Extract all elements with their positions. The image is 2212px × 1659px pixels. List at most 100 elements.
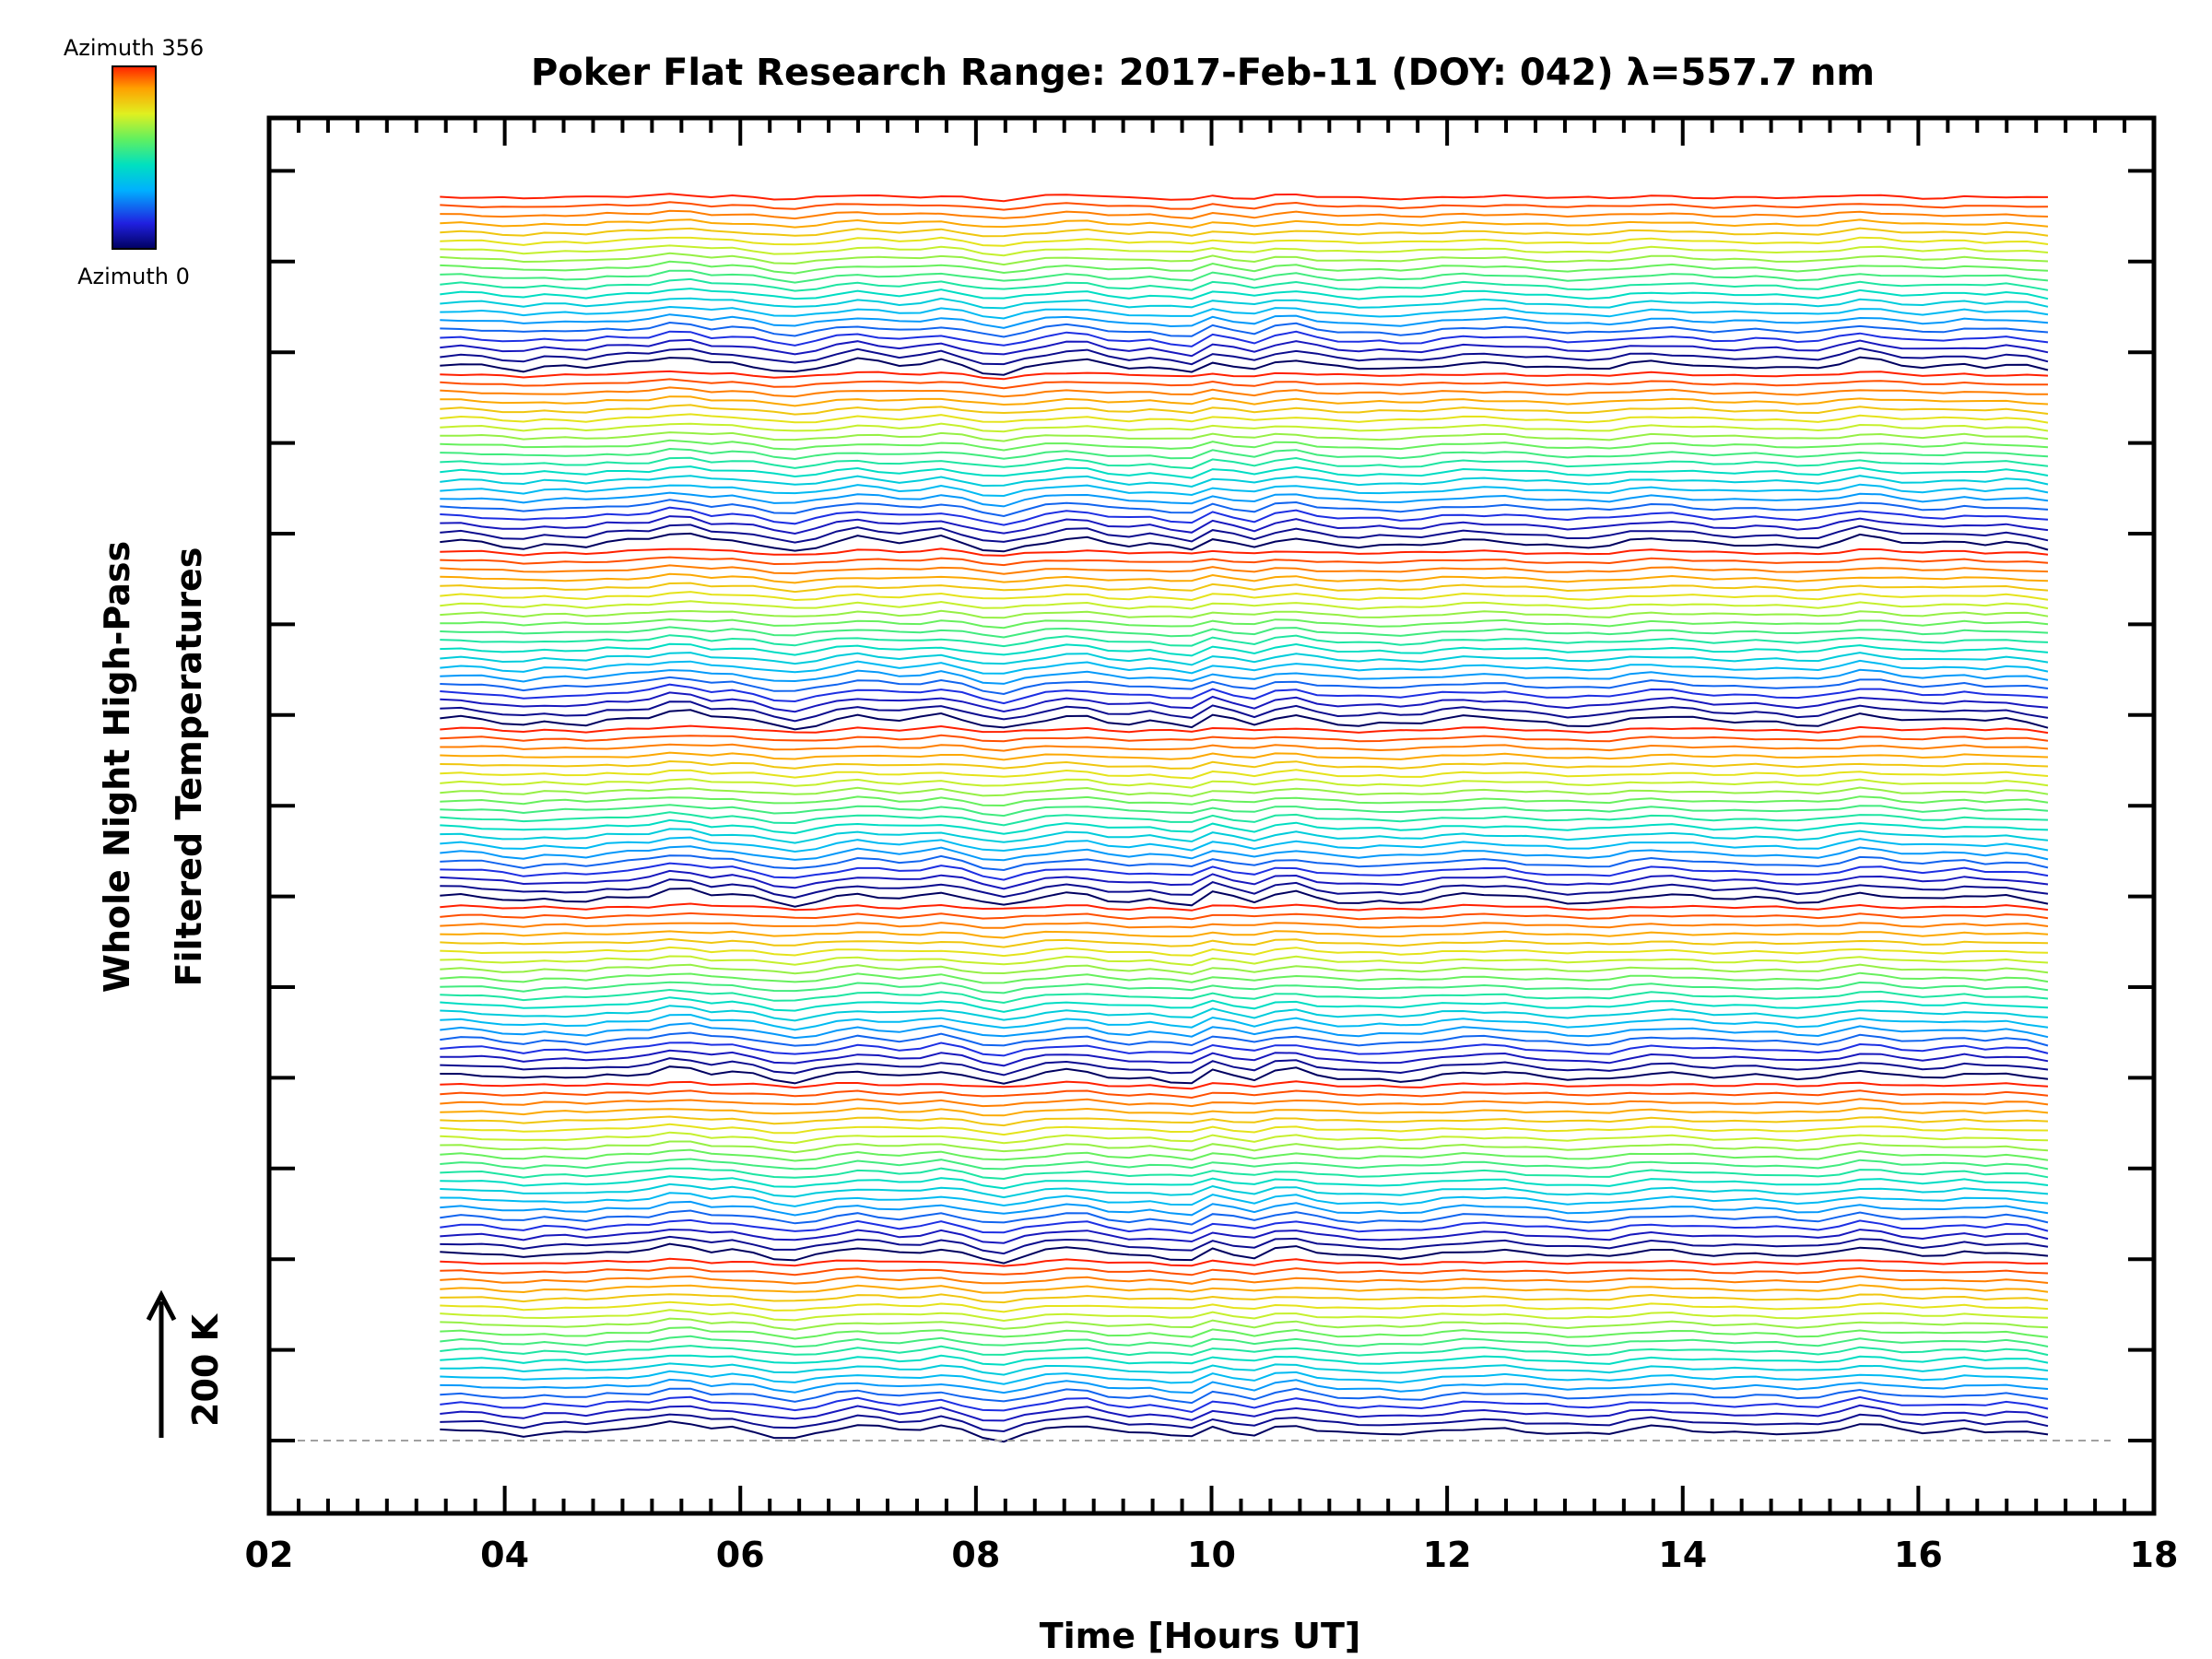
series-line: [440, 413, 2049, 424]
scale-bar-label: 200 K: [185, 1312, 226, 1427]
series-line: [440, 902, 2049, 912]
x-tick-label: 06: [716, 1535, 765, 1575]
series-line: [440, 1041, 2049, 1057]
series-line: [440, 260, 2049, 275]
series-line: [440, 564, 2049, 575]
series-line: [440, 218, 2049, 229]
series-line: [440, 1065, 2049, 1085]
series-line: [440, 456, 2049, 470]
series-line: [440, 1089, 2049, 1100]
y-axis-label-line2: Filtered Temperatures: [169, 547, 209, 987]
series-line: [440, 659, 2049, 675]
series-line: [440, 937, 2049, 948]
series-line: [440, 1013, 2049, 1031]
series-line: [440, 1123, 2049, 1136]
series-line: [440, 1300, 2049, 1313]
series-line: [440, 277, 2049, 292]
series-line: [440, 1218, 2049, 1235]
series-line: [440, 297, 2049, 310]
series-line: [440, 700, 2049, 723]
series-line: [440, 1209, 2049, 1226]
series-line: [440, 582, 2049, 594]
series-line: [440, 591, 2049, 602]
series-line: [440, 1309, 2049, 1323]
series-line: [440, 1022, 2049, 1040]
series-line: [440, 330, 2049, 347]
series-line: [440, 572, 2049, 584]
series-line: [440, 743, 2049, 752]
x-tick-label: 08: [951, 1535, 1000, 1575]
colorbar: Azimuth 356 Azimuth 0: [64, 35, 204, 289]
series-line: [440, 1326, 2049, 1340]
scale-arrow-head: [146, 1289, 177, 1322]
series-line: [440, 1158, 2049, 1171]
series-line: [440, 922, 2049, 929]
x-axis-label: Time [Hours UT]: [1040, 1616, 1361, 1656]
axes: 02 04 06 08 10 12 14 16 18: [245, 115, 2179, 1575]
series-line: [440, 1317, 2049, 1331]
series-line: [440, 547, 2049, 557]
series-line: [440, 404, 2049, 416]
colorbar-gradient: [112, 65, 157, 250]
series-line: [440, 465, 2049, 479]
series-line: [440, 1370, 2049, 1385]
series-line: [440, 499, 2049, 518]
series-line: [440, 981, 2049, 994]
x-tick-label: 18: [2130, 1535, 2179, 1575]
series-line: [440, 811, 2049, 827]
series-line: [440, 955, 2049, 967]
series-line: [440, 556, 2049, 567]
series-line: [440, 1345, 2049, 1357]
series-line: [440, 869, 2049, 890]
series-line: [440, 1335, 2049, 1348]
series-line: [440, 878, 2049, 900]
series-line: [440, 626, 2049, 639]
series-line: [440, 1378, 2049, 1394]
series-line: [440, 996, 2049, 1013]
series-line: [440, 269, 2049, 284]
series-line: [440, 887, 2049, 908]
series-line: [440, 506, 2049, 526]
series-line: [440, 1140, 2049, 1154]
series-line: [440, 447, 2049, 461]
series-line: [440, 1354, 2049, 1366]
series-line: [440, 1131, 2049, 1145]
series-line: [440, 338, 2049, 358]
x-tick-label: 14: [1658, 1535, 1707, 1575]
x-tick-label: 02: [245, 1535, 294, 1575]
series-line: [440, 709, 2049, 731]
series-line: [440, 946, 2049, 958]
series-line: [440, 1242, 2049, 1265]
series-line: [440, 769, 2049, 780]
series-line: [440, 1200, 2049, 1217]
series-line: [440, 1098, 2049, 1108]
x-tick-label: 10: [1187, 1535, 1236, 1575]
series-line: [440, 1362, 2049, 1376]
series-line: [440, 515, 2049, 535]
series-line: [440, 1235, 2049, 1255]
series-line: [440, 193, 2049, 203]
series-line: [440, 1182, 2049, 1199]
series-line: [440, 668, 2049, 685]
traces: [440, 193, 2049, 1443]
chart-title: Poker Flat Research Range: 2017-Feb-11 (…: [531, 52, 1875, 94]
series-line: [440, 642, 2049, 657]
series-line: [440, 1284, 2049, 1294]
series-line: [440, 347, 2049, 366]
series-line: [440, 1395, 2049, 1414]
series-line: [440, 288, 2049, 300]
series-line: [440, 1266, 2049, 1277]
series-line: [440, 1293, 2049, 1304]
series-line: [440, 845, 2049, 862]
series-line: [440, 1404, 2049, 1422]
series-line: [440, 930, 2049, 939]
series-line: [440, 305, 2049, 320]
series-line: [440, 1115, 2049, 1127]
series-line: [440, 683, 2049, 705]
series-line: [440, 786, 2049, 797]
series-line: [440, 378, 2048, 390]
series-line: [440, 1167, 2049, 1181]
x-tick-label: 12: [1423, 1535, 1472, 1575]
series-line: [440, 431, 2049, 442]
